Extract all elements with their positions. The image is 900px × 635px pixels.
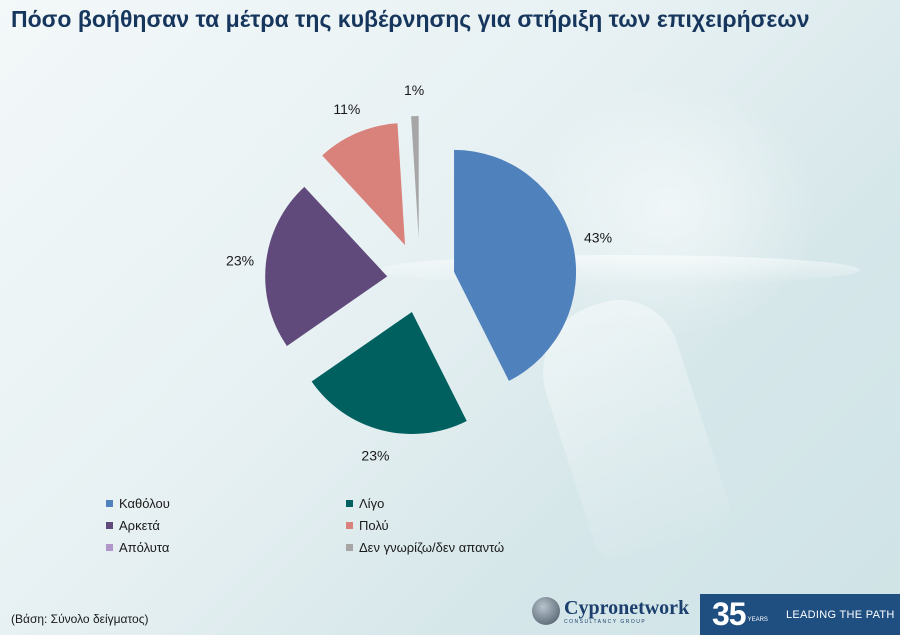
logo-name: Cypronetwork [564,596,690,619]
legend-swatch [346,499,353,507]
legend-swatch [106,499,113,507]
legend-swatch [346,543,353,551]
pie-slice-den-gnorizo [411,116,419,239]
legend-label: Πολύ [359,517,389,533]
anniversary-banner: 35 YEARS LEADING THE PATH [700,594,900,635]
slice-label-katholou: 43% [584,230,612,246]
legend-label: Καθόλου [119,495,170,511]
legend-swatch [106,543,113,551]
legend-item-den-gnorizo: Δεν γνωρίζω/δεν απαντώ [346,538,566,556]
legend-swatch [106,521,113,529]
legend-item-apolyta: Απόλυτα [106,538,346,556]
slice-label-arketa: 23% [226,252,254,268]
legend-item-ligo: Λίγο [346,494,566,512]
pie-slice-ligo [311,311,467,434]
logo-subtitle: CONSULTANCY GROUP [564,618,647,625]
slice-label-ligo: 23% [361,447,389,463]
legend-label: Απόλυτα [119,539,170,555]
chart-title: Πόσο βοήθησαν τα μέτρα της κυβέρνησης γι… [11,6,810,32]
banner-tagline: LEADING THE PATH [785,608,895,621]
pie-slice-katholou [454,149,577,381]
legend-label: Αρκετά [119,517,160,533]
globe-icon [532,597,560,625]
legend-item-arketa: Αρκετά [106,516,346,534]
base-note: (Βάση: Σύνολο δείγματος) [11,612,149,626]
banner-number: 35 [712,596,747,632]
legend-swatch [346,521,353,529]
pie-slice-poly [322,123,406,246]
legend: Καθόλου Λίγο Αρκετά Πολύ Απόλυτα Δεν γνω… [106,494,566,556]
slice-label-poly: 11% [333,101,360,117]
legend-item-poly: Πολύ [346,516,566,534]
legend-label: Λίγο [359,495,385,511]
legend-label: Δεν γνωρίζω/δεν απαντώ [359,539,505,555]
pie-slice-arketa [265,186,388,346]
slice-label-den-gnorizo: 1% [404,82,424,98]
banner-years: YEARS [747,616,768,623]
cypronetwork-logo: Cypronetwork CONSULTANCY GROUP [532,590,702,632]
legend-item-katholou: Καθόλου [106,494,346,512]
